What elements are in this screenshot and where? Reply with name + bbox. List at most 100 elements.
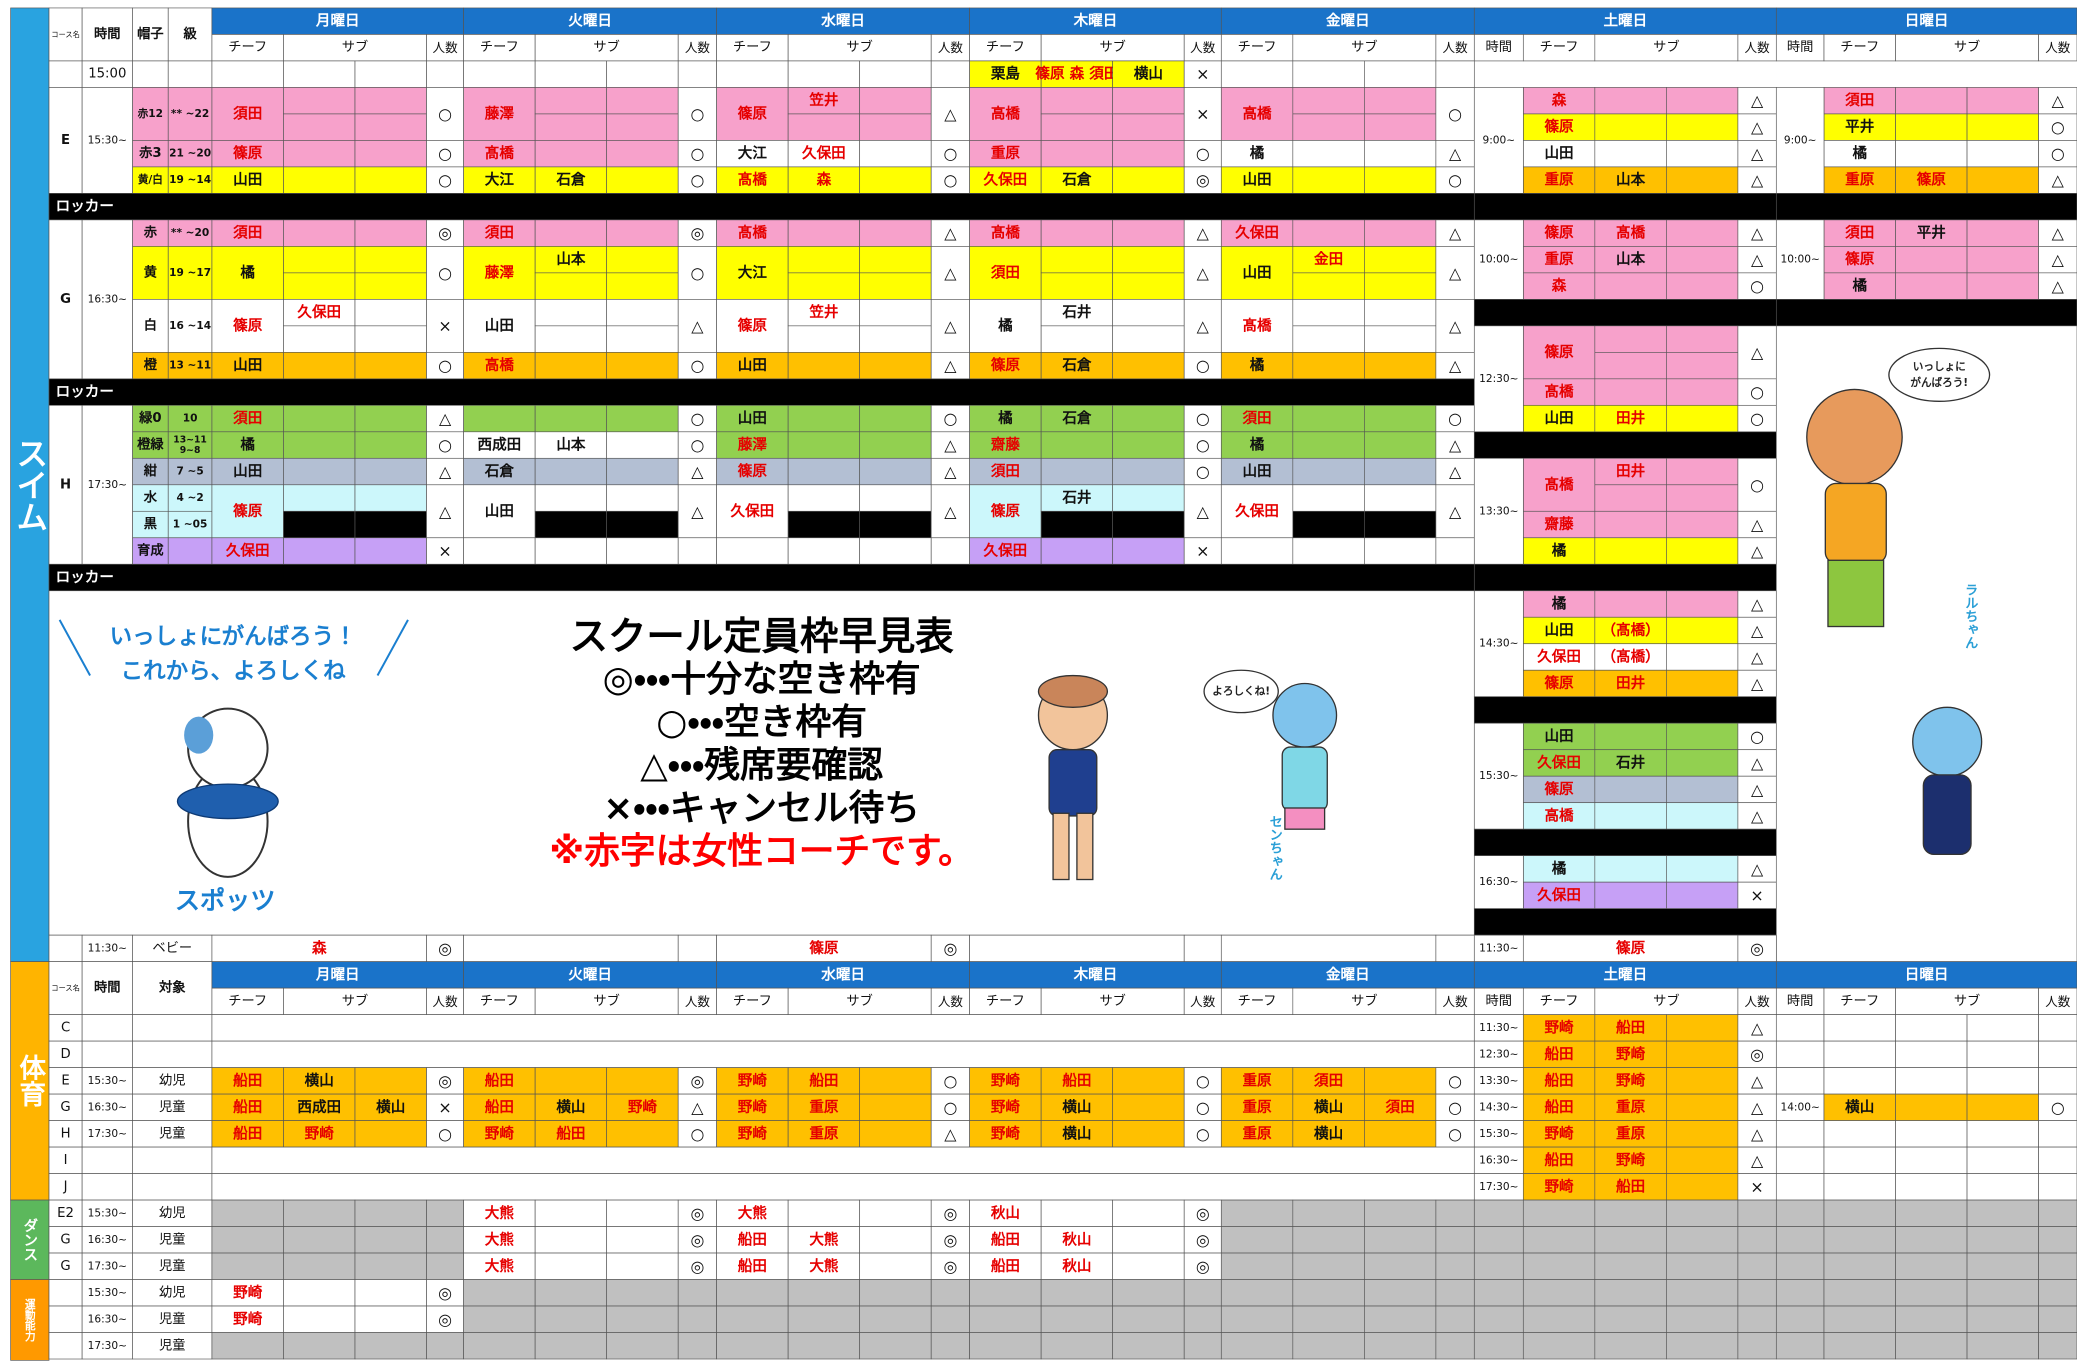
illustration bbox=[1037, 674, 1109, 708]
time: 15:30~ bbox=[88, 1075, 127, 1087]
cell bbox=[859, 1199, 932, 1227]
cell bbox=[426, 34, 464, 62]
cell bbox=[606, 1226, 679, 1254]
count-symbol: ◎ bbox=[690, 1257, 704, 1276]
coach-chief: 篠原 bbox=[1544, 780, 1575, 798]
target: 幼児 bbox=[159, 1284, 185, 1300]
cell bbox=[463, 299, 536, 353]
cell bbox=[426, 1199, 464, 1227]
cell bbox=[1775, 1173, 1825, 1201]
cell bbox=[48, 60, 83, 88]
header-time: 時間 bbox=[1486, 993, 1512, 1009]
count-symbol: △ bbox=[1449, 316, 1462, 335]
cell bbox=[969, 404, 1042, 433]
cell bbox=[1522, 537, 1596, 565]
cell bbox=[1966, 113, 2039, 141]
cell bbox=[283, 272, 356, 300]
cell bbox=[1112, 1093, 1185, 1121]
coach-chief: 橘 bbox=[1552, 859, 1567, 877]
cell bbox=[1220, 431, 1294, 459]
cell bbox=[1292, 457, 1365, 486]
coach-chief: 横山 bbox=[1845, 1098, 1874, 1116]
cell bbox=[1112, 352, 1185, 380]
cell bbox=[1364, 246, 1437, 274]
header-chief: チーフ bbox=[228, 994, 267, 1009]
cell bbox=[1220, 1199, 1294, 1227]
cell bbox=[132, 140, 169, 168]
target: 児童 bbox=[159, 1231, 185, 1247]
cell bbox=[1112, 299, 1185, 327]
cell bbox=[1522, 246, 1596, 274]
cell bbox=[426, 1067, 464, 1095]
cell bbox=[1292, 404, 1365, 433]
coach-chief: 船田 bbox=[485, 1071, 514, 1089]
cell bbox=[463, 934, 679, 962]
cell bbox=[1737, 325, 1777, 380]
cell bbox=[1666, 775, 1739, 804]
cell bbox=[1364, 140, 1437, 168]
level: ** ~20 bbox=[171, 227, 209, 239]
cell bbox=[1473, 1040, 1524, 1068]
cell bbox=[2038, 1252, 2077, 1280]
cell bbox=[132, 1252, 213, 1280]
count-symbol: △ bbox=[1751, 674, 1764, 693]
count-symbol: ○ bbox=[438, 356, 452, 375]
cell bbox=[1112, 113, 1185, 141]
cell bbox=[787, 113, 861, 141]
cell bbox=[1112, 246, 1185, 274]
cell bbox=[1594, 87, 1667, 115]
cell bbox=[132, 1332, 213, 1360]
cell bbox=[1522, 113, 1596, 141]
cell bbox=[81, 961, 133, 1015]
cell bbox=[132, 1014, 213, 1042]
cell bbox=[1183, 1279, 1222, 1307]
level: 7 ~5 bbox=[176, 466, 203, 478]
cell bbox=[534, 431, 608, 459]
coach-chief: 篠原 bbox=[1544, 118, 1575, 136]
cell bbox=[1823, 1173, 1896, 1201]
coach-chief: 山田 bbox=[233, 463, 262, 480]
cell bbox=[1966, 1305, 2039, 1333]
course: E bbox=[61, 133, 70, 148]
cell bbox=[2038, 219, 2077, 247]
day-header bbox=[1220, 961, 1475, 989]
cell bbox=[81, 1014, 133, 1042]
cell bbox=[211, 1252, 284, 1280]
day-name: 月曜日 bbox=[315, 13, 360, 30]
count-symbol: △ bbox=[1751, 621, 1764, 640]
cell bbox=[969, 166, 1042, 194]
coach-chief: 篠原 bbox=[1544, 343, 1575, 361]
count-symbol: ○ bbox=[690, 1124, 704, 1143]
cell bbox=[283, 325, 356, 353]
coach-chief: 篠原 bbox=[990, 356, 1021, 374]
cell bbox=[211, 166, 284, 194]
time: 16:30~ bbox=[1479, 1154, 1518, 1166]
cell bbox=[1040, 1093, 1114, 1121]
coach-chief: 久保田 bbox=[984, 542, 1028, 560]
coach-sub: 篠原 bbox=[1916, 171, 1947, 189]
cell bbox=[1737, 1173, 1777, 1201]
cell bbox=[1292, 537, 1365, 565]
cell bbox=[167, 7, 213, 62]
cell bbox=[1666, 140, 1739, 168]
cell bbox=[132, 7, 169, 62]
coach-sub: 西成田 bbox=[297, 1098, 341, 1116]
coach-chief: 篠原 bbox=[232, 502, 263, 520]
cell bbox=[283, 1279, 356, 1307]
coach-sub: 横山 bbox=[376, 1098, 405, 1116]
cell bbox=[1364, 457, 1437, 486]
time: 15:30~ bbox=[1479, 1128, 1518, 1140]
cell bbox=[1473, 325, 1524, 433]
cell bbox=[606, 1067, 679, 1095]
time: 16:30~ bbox=[88, 1234, 127, 1246]
cell bbox=[132, 299, 169, 353]
cell bbox=[283, 457, 356, 486]
count-symbol: ○ bbox=[1196, 409, 1210, 428]
cell bbox=[1895, 1120, 1968, 1148]
cell bbox=[426, 457, 464, 486]
cell bbox=[1895, 987, 2039, 1015]
cell bbox=[787, 87, 861, 115]
count-symbol: △ bbox=[1449, 462, 1462, 481]
coach-chief: 野崎 bbox=[1545, 1125, 1575, 1142]
coach-chief: 篠原 bbox=[737, 462, 768, 480]
